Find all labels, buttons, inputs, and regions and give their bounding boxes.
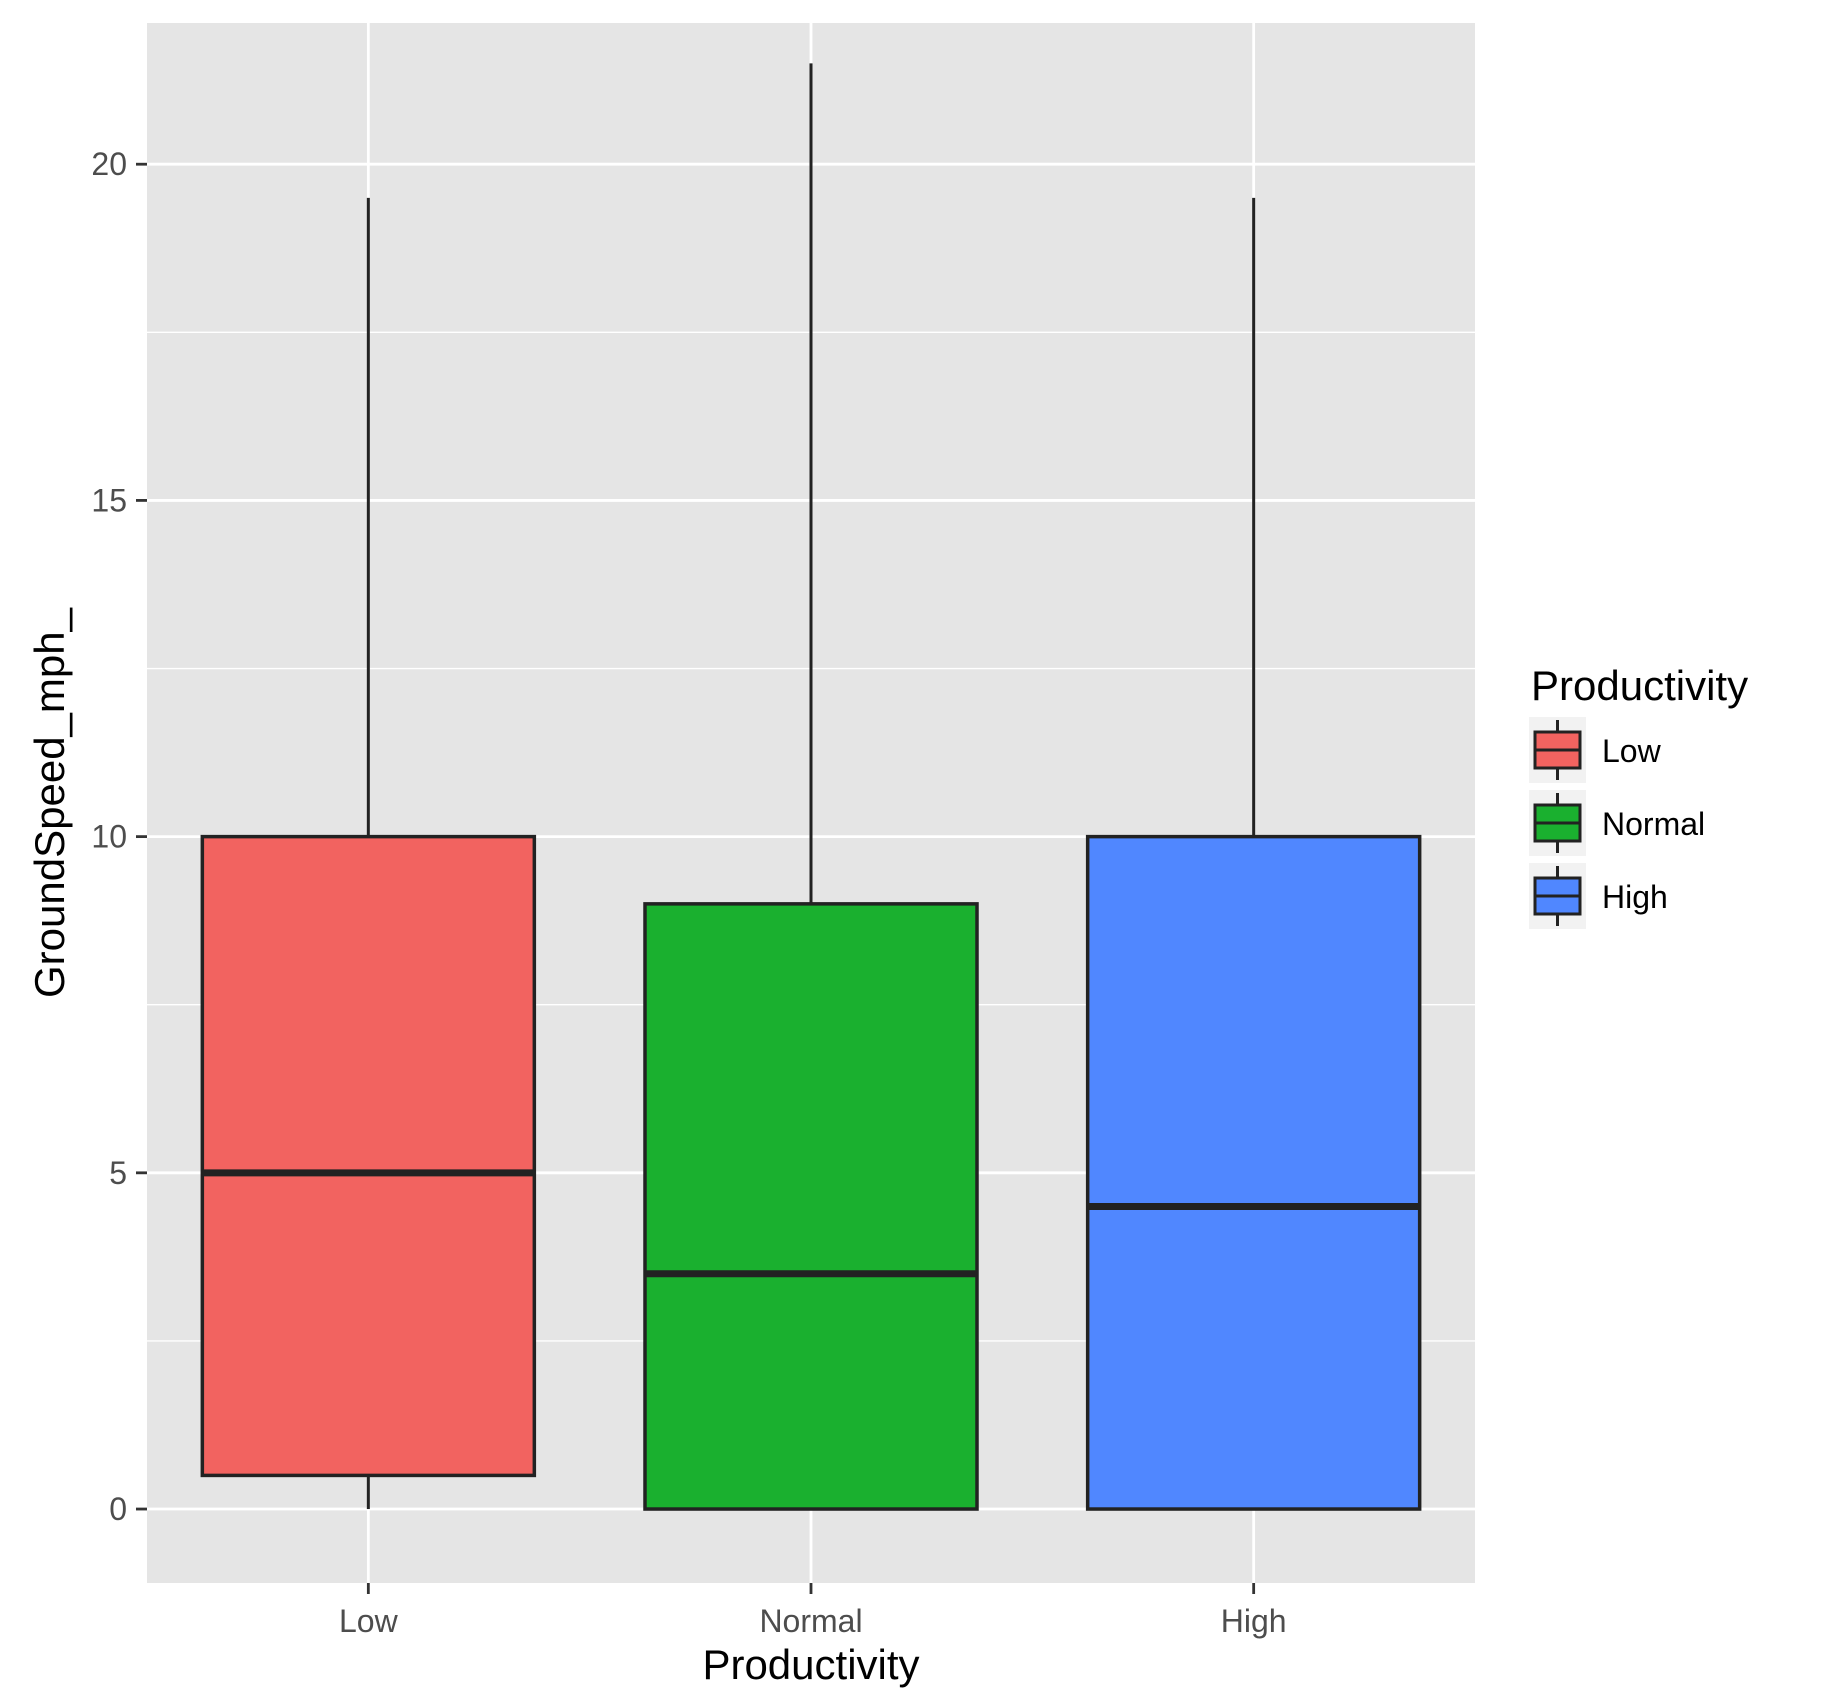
- legend-item-high: High: [1529, 863, 1668, 929]
- box-low: [200, 197, 537, 1510]
- x-tick-label: High: [1221, 1603, 1287, 1639]
- y-tick-label: 10: [91, 819, 127, 855]
- legend: Productivity Low Normal High: [1529, 662, 1748, 929]
- y-axis-title: GroundSpeed_mph_: [26, 607, 73, 998]
- legend-label: High: [1602, 879, 1668, 915]
- legend-title: Productivity: [1531, 662, 1748, 709]
- y-tick-label: 0: [109, 1491, 127, 1527]
- y-tick-label: 20: [91, 146, 127, 182]
- x-tick-label: Normal: [759, 1603, 862, 1639]
- legend-item-normal: Normal: [1529, 790, 1705, 856]
- box-normal: [643, 63, 979, 1511]
- box-body: [200, 834, 537, 1478]
- y-tick-label: 5: [109, 1155, 127, 1191]
- legend-label: Normal: [1602, 806, 1705, 842]
- y-tick-label: 15: [91, 482, 127, 518]
- x-axis-title: Productivity: [702, 1641, 919, 1688]
- legend-label: Low: [1602, 733, 1662, 769]
- x-tick-label: Low: [339, 1603, 399, 1639]
- boxes-layer: [200, 63, 1422, 1511]
- legend-item-low: Low: [1529, 717, 1662, 783]
- box-body: [643, 902, 979, 1511]
- axis-layer: 0 5 10 15 20 Low Normal High: [91, 146, 1286, 1639]
- box-high: [1085, 197, 1422, 1511]
- box-body: [1085, 834, 1422, 1511]
